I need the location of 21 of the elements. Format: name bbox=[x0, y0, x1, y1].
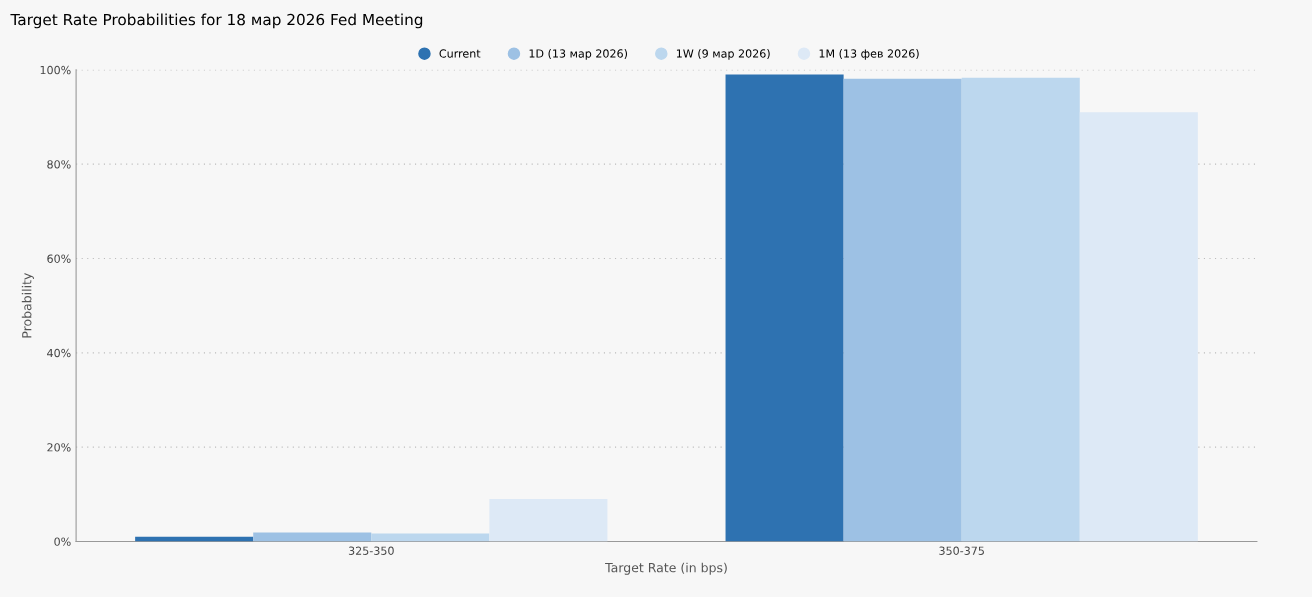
y-axis-title: Probability bbox=[21, 273, 34, 338]
legend-label: 1D (13 мар 2026) bbox=[529, 49, 627, 60]
legend-label: 1W (9 мар 2026) bbox=[676, 49, 770, 60]
x-axis-title: Target Rate (in bps) bbox=[605, 562, 727, 575]
y-tick-label: 60% bbox=[47, 254, 71, 263]
y-tick-label: 80% bbox=[47, 160, 71, 169]
y-tick-label: 40% bbox=[47, 348, 71, 358]
bar bbox=[371, 533, 490, 542]
bar bbox=[1079, 112, 1198, 542]
legend-label: Current bbox=[439, 49, 481, 58]
y-tick-label: 0% bbox=[54, 537, 71, 546]
bar bbox=[843, 78, 962, 542]
legend-label: 1M (13 фев 2026) bbox=[819, 49, 919, 60]
bar bbox=[725, 74, 844, 542]
bar bbox=[961, 77, 1080, 542]
chart-title: Target Rate Probabilities for 18 мар 2026 Fed Meeting bbox=[10, 13, 423, 29]
y-tick-label: 20% bbox=[47, 443, 71, 452]
x-tick-label: 350-375 bbox=[939, 546, 984, 555]
y-tick-label: 100% bbox=[40, 65, 71, 75]
x-tick-label: 325-350 bbox=[348, 546, 394, 555]
bar bbox=[489, 499, 608, 542]
